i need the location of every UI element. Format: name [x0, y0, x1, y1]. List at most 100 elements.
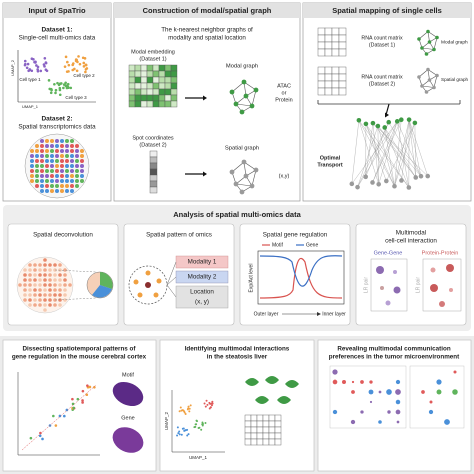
graph-node	[394, 119, 400, 124]
cell-dot	[49, 87, 53, 91]
matrix-cell	[152, 64, 160, 72]
dotplot-dot	[332, 379, 338, 385]
application-title: preferences in the tumor microenvironmen…	[329, 354, 460, 361]
coordinate-cell	[149, 162, 158, 170]
spot	[50, 174, 54, 178]
graph-node	[349, 181, 355, 187]
matrix-cell	[152, 76, 160, 84]
transport-line	[386, 122, 416, 182]
spot	[23, 288, 27, 292]
matrix-cell	[146, 70, 154, 78]
heatmap-cell	[256, 414, 264, 422]
spot	[28, 268, 32, 272]
label: Cell type 1	[19, 77, 41, 82]
cell-dot	[64, 81, 67, 85]
heatmap-cell	[256, 432, 264, 440]
dotplot-dot	[439, 301, 445, 307]
spot	[70, 189, 74, 193]
spot	[48, 273, 52, 277]
spot	[28, 278, 32, 282]
graph-node	[435, 35, 439, 40]
application-title: gene regulation in the mouse cerebral co…	[12, 354, 147, 361]
cell-dot	[84, 70, 87, 74]
cell-dot	[203, 402, 206, 405]
spot	[43, 288, 47, 292]
cell-dot	[184, 429, 187, 432]
matrix-cell	[152, 70, 160, 78]
graph-edge	[427, 31, 438, 38]
matrix-cell	[331, 66, 340, 75]
transport-line	[408, 119, 428, 177]
heatmap-cell	[250, 426, 258, 434]
spot	[55, 159, 59, 163]
dotplot-dot	[332, 409, 338, 415]
transport-line	[377, 125, 395, 187]
dotplot-dot	[395, 379, 401, 385]
spot	[33, 298, 37, 302]
spot	[30, 149, 34, 153]
matrix-cell	[158, 88, 166, 96]
graph-node	[382, 125, 388, 130]
transport-line	[377, 125, 379, 185]
spot	[30, 154, 34, 158]
cell-dot	[176, 434, 179, 437]
graph-node	[427, 78, 432, 82]
transport-line	[397, 121, 409, 188]
graph-node	[355, 184, 360, 190]
spot	[153, 292, 159, 298]
spot	[50, 159, 54, 163]
input-header	[3, 3, 111, 18]
dotplot-dot	[393, 286, 401, 294]
spot	[75, 154, 79, 158]
matrix-cell	[317, 80, 326, 89]
arrow-head	[317, 312, 321, 316]
spot	[50, 169, 54, 173]
cell-dot	[194, 425, 197, 428]
transport-line	[358, 120, 395, 187]
spot	[30, 164, 34, 168]
matrix-cell	[338, 73, 347, 82]
matrix-cell	[164, 82, 172, 90]
transport-line	[372, 123, 379, 185]
label: Motif	[272, 242, 283, 248]
dotplot-dot	[387, 410, 391, 414]
graph-node	[253, 87, 259, 93]
matrix-cell	[158, 76, 166, 84]
graph-edge	[231, 161, 245, 173]
spot	[133, 279, 139, 285]
spot	[30, 179, 34, 183]
link	[166, 284, 177, 298]
spot	[60, 159, 64, 163]
spot	[48, 263, 52, 267]
dotplot-dot	[369, 380, 373, 384]
matrix-cell	[338, 87, 347, 96]
graph-node	[425, 173, 431, 179]
spot	[65, 154, 69, 158]
graph-edge	[243, 161, 257, 171]
spot	[28, 303, 32, 307]
trend-line	[21, 384, 97, 451]
matrix-cell	[317, 73, 326, 82]
coordinate-cell	[149, 168, 158, 176]
cell-dot	[58, 93, 62, 97]
dotplot-dot	[385, 300, 391, 306]
label: UMAP_2	[10, 59, 15, 76]
cell-dot	[30, 69, 34, 73]
scatter-dot	[41, 437, 44, 441]
label: Modality 2	[188, 274, 217, 281]
spot	[55, 154, 59, 158]
brain-map	[112, 427, 144, 453]
graph-node	[249, 183, 255, 189]
graph-node	[376, 181, 381, 187]
transport-line	[401, 119, 410, 181]
transport-line	[384, 127, 395, 187]
matrix-cell	[324, 87, 333, 96]
cell-dot	[73, 67, 76, 71]
matrix-cell	[146, 88, 154, 96]
spot	[33, 278, 37, 282]
spot	[50, 139, 54, 143]
spot	[53, 263, 57, 267]
cell-dot	[47, 79, 51, 82]
dotplot-dot	[369, 400, 373, 404]
matrix-cell	[134, 70, 142, 78]
